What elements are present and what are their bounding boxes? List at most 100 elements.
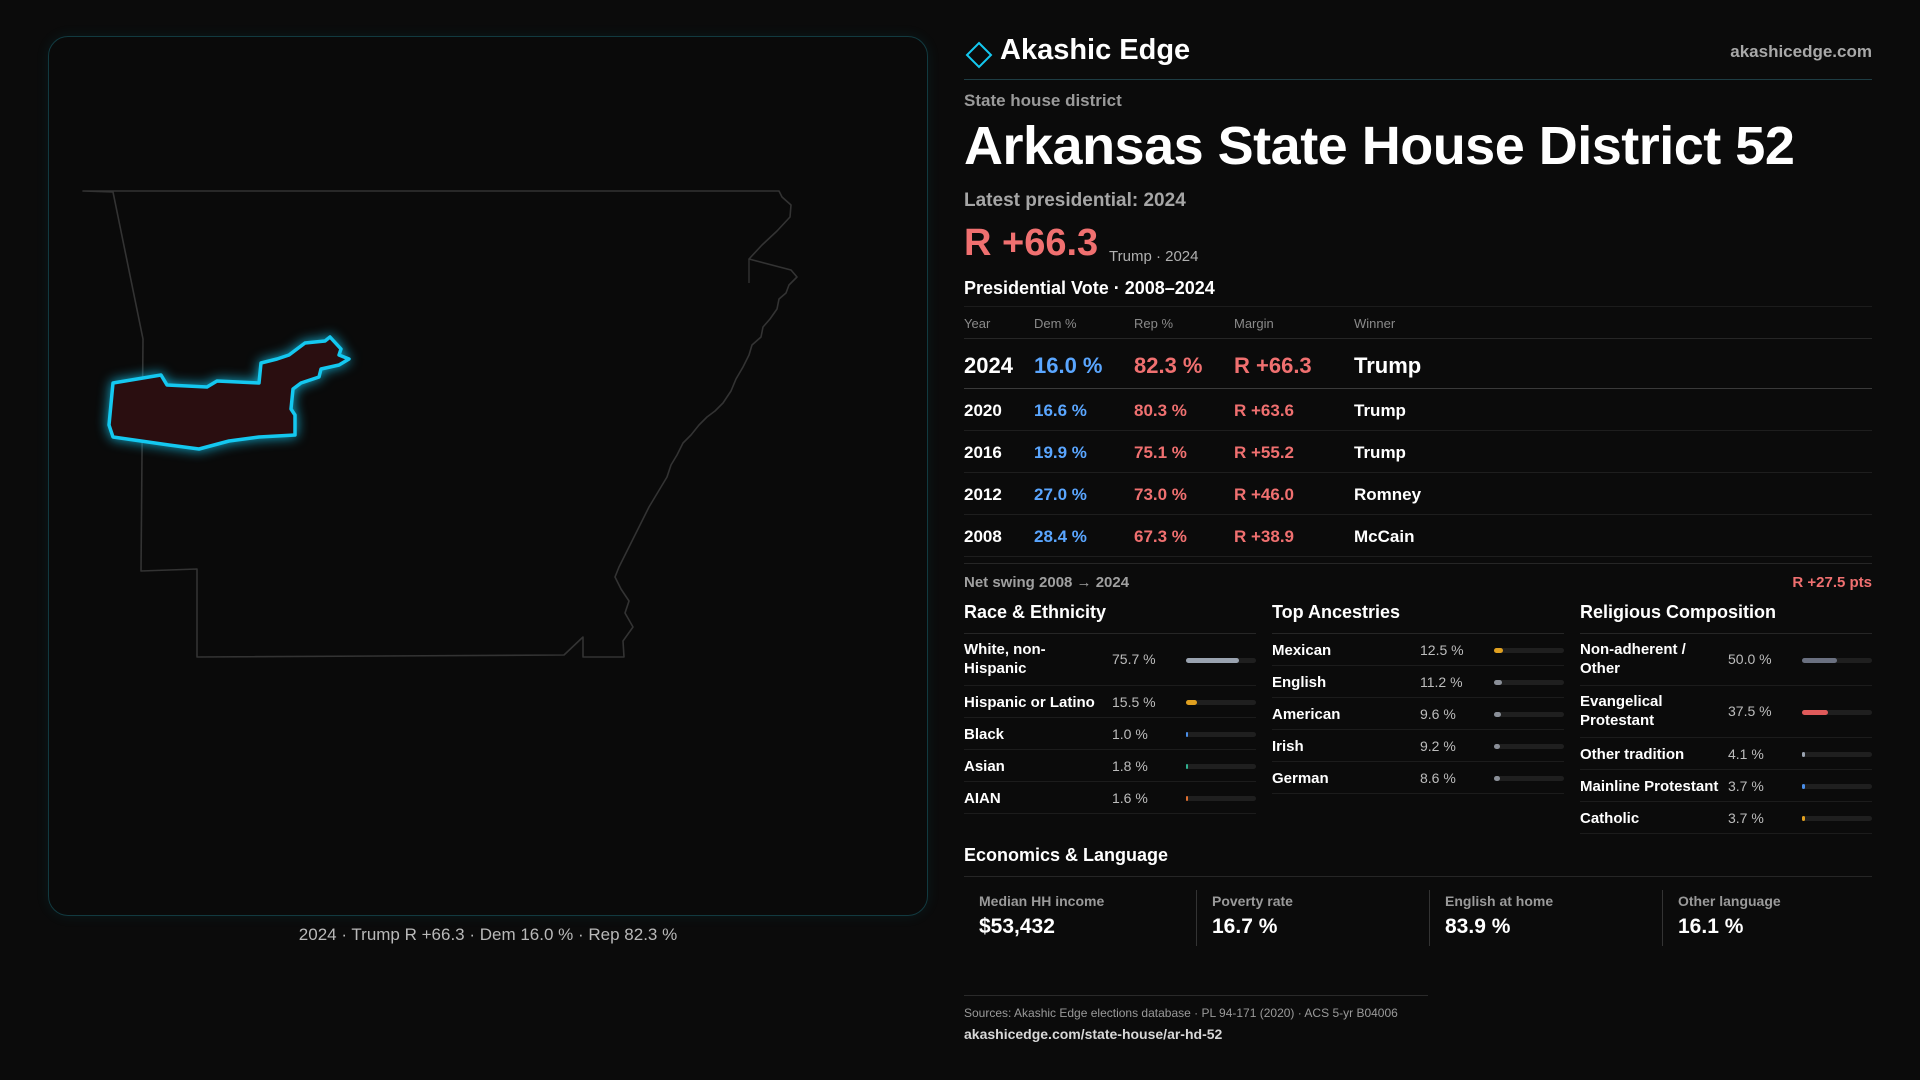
bar-fill <box>1802 658 1837 663</box>
bar-track <box>1802 658 1872 663</box>
stat-value: $53,432 <box>979 915 1055 938</box>
row-year: 2012 <box>964 485 1002 504</box>
map-panel[interactable] <box>48 36 928 916</box>
row-dem: 16.6 % <box>1034 401 1087 420</box>
map-caption: 2024 · Trump R +66.3 · Dem 16.0 % · Rep … <box>298 925 678 944</box>
row-year: 2008 <box>964 527 1002 546</box>
row-dem: 19.9 % <box>1034 443 1087 462</box>
item-label: Mainline Protestant <box>1580 778 1719 795</box>
list-item: Black 1.0 % <box>964 718 1256 750</box>
stat-card-median-income: Median HH income $53,432 <box>964 890 1184 946</box>
row-year: 2016 <box>964 443 1002 462</box>
item-pct: 3.7 % <box>1728 778 1764 794</box>
latest-margin-sub: Trump · 2024 <box>1109 248 1199 265</box>
bar-fill <box>1494 680 1502 685</box>
item-label: Asian <box>964 758 1005 775</box>
bar-track <box>1186 764 1256 769</box>
bar-track <box>1494 712 1564 717</box>
stat-label: Median HH income <box>979 893 1105 909</box>
bar-track <box>1494 680 1564 685</box>
top-ancestries-title: Top Ancestries <box>1272 602 1564 634</box>
list-item: White, non-Hispanic 75.7 % <box>964 634 1256 686</box>
stat-card-poverty-rate: Poverty rate 16.7 % <box>1196 890 1416 946</box>
stat-value: 16.1 % <box>1678 915 1744 938</box>
bar-fill <box>1186 732 1188 737</box>
row-year: 2020 <box>964 401 1002 420</box>
row-winner: Trump <box>1354 401 1406 420</box>
item-label: American <box>1272 706 1341 723</box>
bar-fill <box>1802 784 1805 789</box>
list-item: Non-adherent / Other 50.0 % <box>1580 634 1872 686</box>
header-rep: Rep % <box>1134 316 1174 331</box>
list-item: Catholic 3.7 % <box>1580 802 1872 834</box>
item-label: Catholic <box>1580 810 1640 827</box>
bar-fill <box>1186 764 1188 769</box>
brand-url-link[interactable]: akashicedge.com <box>1730 42 1872 61</box>
row-margin: R +38.9 <box>1234 527 1295 546</box>
bar-fill <box>1186 658 1239 663</box>
item-label: Black <box>964 726 1005 743</box>
list-item: Asian 1.8 % <box>964 750 1256 782</box>
row-rep: 75.1 % <box>1134 443 1187 462</box>
race-ethnicity-title: Race & Ethnicity <box>964 602 1256 634</box>
row-dem: 28.4 % <box>1034 527 1087 546</box>
table-row: 2012 27.0 % 73.0 % R +46.0 Romney <box>964 473 1872 515</box>
list-item: Mexican 12.5 % <box>1272 634 1564 666</box>
bar-track <box>1186 732 1256 737</box>
district-map[interactable] <box>49 37 928 916</box>
presidential-vote-title: Presidential Vote · 2008–2024 <box>964 278 1215 298</box>
item-label: Non-adherent / Other <box>1580 641 1686 677</box>
row-dem: 16.0 % <box>1034 353 1103 378</box>
stat-card-other-language: Other language 16.1 % <box>1662 890 1882 946</box>
item-label: German <box>1272 770 1329 787</box>
bar-fill <box>1186 700 1197 705</box>
header-year: Year <box>964 316 991 331</box>
source-url-link[interactable]: akashicedge.com/state-house/ar-hd-52 <box>964 1026 1223 1042</box>
item-pct: 1.8 % <box>1112 758 1148 774</box>
bar-fill <box>1494 712 1501 717</box>
row-rep: 73.0 % <box>1134 485 1187 504</box>
row-winner: McCain <box>1354 527 1415 546</box>
stat-label: Other language <box>1678 893 1781 909</box>
bar-fill <box>1494 744 1501 749</box>
presidential-vote-table: Year Dem % Rep % Margin Winner 2024 16.0… <box>964 306 1872 557</box>
list-item: Irish 9.2 % <box>1272 730 1564 762</box>
district-type-label: State house district <box>964 91 1122 110</box>
bar-fill <box>1802 752 1805 757</box>
item-label: Mexican <box>1272 642 1332 659</box>
bar-track <box>1494 648 1564 653</box>
bar-track <box>1802 816 1872 821</box>
district-52-shape[interactable] <box>107 335 351 451</box>
stat-value: 83.9 % <box>1445 915 1511 938</box>
stat-card-english-at-home: English at home 83.9 % <box>1429 890 1649 946</box>
table-row: 2008 28.4 % 67.3 % R +38.9 McCain <box>964 515 1872 557</box>
row-rep: 67.3 % <box>1134 527 1187 546</box>
bar-track <box>1186 796 1256 801</box>
table-header: Year Dem % Rep % Margin Winner <box>964 307 1872 339</box>
page-title: Arkansas State House District 52 <box>964 116 1795 176</box>
stat-label: English at home <box>1445 893 1554 909</box>
top-ancestries-section: Top Ancestries Mexican 12.5 % English 11… <box>1272 602 1564 794</box>
item-pct: 1.6 % <box>1112 790 1148 806</box>
item-pct: 4.1 % <box>1728 746 1764 762</box>
list-item: Other tradition 4.1 % <box>1580 738 1872 770</box>
item-pct: 15.5 % <box>1112 694 1156 710</box>
sources-text: Sources: Akashic Edge elections database… <box>964 1006 1398 1020</box>
row-winner: Romney <box>1354 485 1422 504</box>
religious-composition-section: Religious Composition Non-adherent / Oth… <box>1580 602 1872 834</box>
item-pct: 50.0 % <box>1728 651 1772 667</box>
item-pct: 75.7 % <box>1112 651 1156 667</box>
stat-label: Poverty rate <box>1212 893 1293 909</box>
bar-track <box>1494 744 1564 749</box>
latest-presidential-label: Latest presidential: 2024 <box>964 190 1186 211</box>
latest-margin: R +66.3 <box>964 222 1099 264</box>
row-winner: Trump <box>1354 353 1422 378</box>
header-winner: Winner <box>1354 316 1396 331</box>
brand-header: Akashic Edge akashicedge.com <box>964 30 1872 80</box>
diamond-logo-icon <box>965 41 993 69</box>
info-panel: Akashic Edge akashicedge.com State house… <box>964 0 1872 1080</box>
row-margin: R +46.0 <box>1234 485 1295 504</box>
state-outline <box>82 190 798 658</box>
list-item: AIAN 1.6 % <box>964 782 1256 814</box>
race-ethnicity-section: Race & Ethnicity White, non-Hispanic 75.… <box>964 602 1256 814</box>
